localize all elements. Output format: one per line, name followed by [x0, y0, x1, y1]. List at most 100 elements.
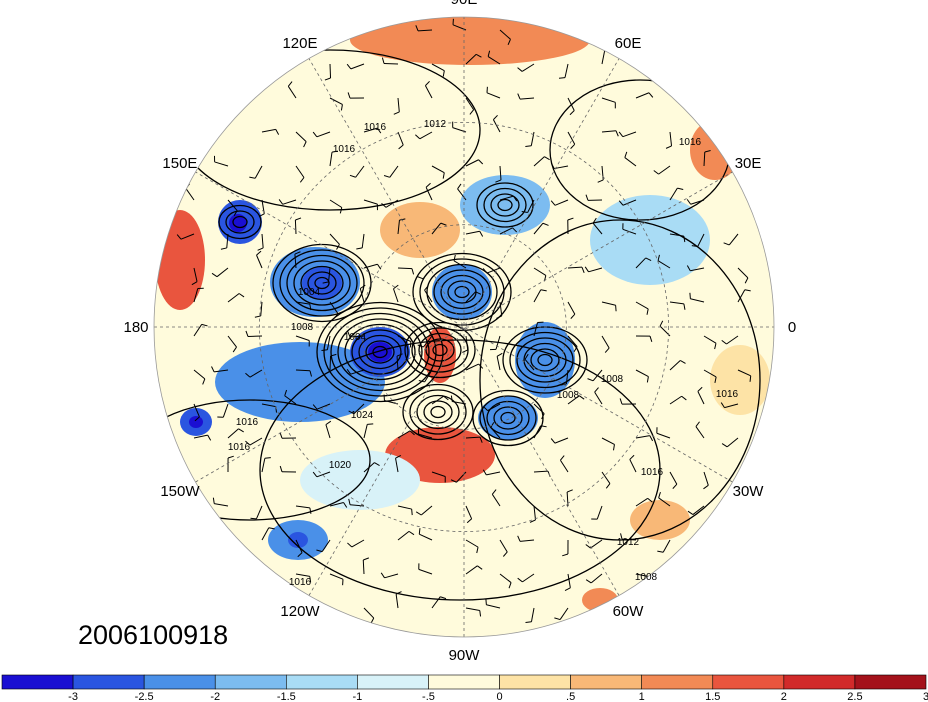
wind-barb-183: [656, 427, 671, 439]
wind-barb-8: [487, 50, 501, 65]
contour-broad-2: [259, 339, 661, 601]
wind-barb-244: [485, 598, 501, 609]
wind-barb-103: [254, 301, 263, 318]
wind-barb-59: [457, 183, 467, 201]
wind-barb-88: [322, 267, 331, 284]
anomaly-blob-14: [460, 175, 550, 235]
wind-barb-246: [554, 607, 569, 621]
contour-2-6: [279, 249, 365, 317]
wind-barb-171: [245, 437, 263, 446]
wind-barb-157: [348, 403, 365, 415]
colorbar-swatch-3: [214, 674, 287, 690]
wind-barb-236: [517, 573, 535, 583]
wind-barb-61: [521, 199, 535, 213]
contour-8-2: [425, 338, 455, 362]
contour-8-3: [418, 332, 462, 368]
wind-barb-111: [533, 289, 547, 303]
wind-barb-47: [597, 165, 604, 183]
wind-barb-173: [325, 420, 332, 439]
wind-barb-139: [329, 353, 337, 371]
contour-2-2: [307, 271, 337, 295]
contour-4-1: [500, 411, 516, 425]
wind-barb-234: [465, 565, 483, 575]
wind-barb-90: [397, 267, 415, 275]
contour-label-14: 1008: [635, 572, 658, 583]
wind-barb-159: [431, 395, 449, 405]
wind-barb-181: [601, 437, 615, 451]
wind-barb-97: [635, 257, 652, 269]
contour-0-3: [440, 274, 484, 310]
contour-1-2: [365, 340, 395, 364]
wind-barb-63: [585, 194, 603, 201]
wind-barb-169: [193, 434, 212, 441]
wind-barb-201: [212, 497, 229, 507]
contour-4-2: [493, 406, 523, 430]
contour-label-10: 1016: [228, 442, 251, 453]
wind-barb-62: [550, 199, 569, 206]
contour-1-5: [344, 323, 416, 381]
wind-barb-6: [431, 63, 445, 77]
contour-1-7: [330, 312, 430, 392]
wind-barb-100: [737, 267, 749, 284]
longitude-label-4: 30W: [733, 483, 765, 500]
colorbar-tick-0: -3: [68, 691, 78, 702]
wind-barb-220: [397, 530, 415, 541]
wind-barb-69: [257, 233, 264, 251]
colorbar: -3 -2.5 -2 -1.5 -1 -.5 0 .5 1 1.5 2 2.5 3: [1, 674, 928, 702]
wind-barb-10: [558, 63, 569, 79]
contour-0-1: [454, 285, 470, 299]
meridian-60: [308, 58, 620, 596]
wind-barb-175: [397, 430, 415, 439]
wind-barb-156: [312, 403, 331, 410]
wind-barb-207: [415, 505, 433, 516]
contour-5-3: [416, 394, 460, 430]
wind-barb-68: [220, 233, 229, 250]
anomaly-blob-10: [288, 532, 308, 548]
wind-barb-89: [363, 263, 382, 270]
wind-barb-15: [393, 97, 400, 115]
colorbar-tick-5: -.5: [422, 691, 435, 702]
contour-3-4: [516, 337, 574, 383]
wind-barb-73: [397, 218, 406, 235]
wind-barb-152: [193, 403, 200, 422]
colorbar-swatch-12: [854, 674, 927, 690]
wind-barb-83: [723, 233, 739, 246]
colorbar-tick-10: 2: [781, 691, 787, 702]
wind-barb-24: [295, 131, 307, 148]
wind-barb-56: [363, 199, 378, 211]
wind-barb-212: [591, 505, 603, 520]
longitude-label-0: 90E: [451, 0, 478, 8]
wind-barb-14: [347, 92, 365, 99]
contour-label-1: 1012: [424, 119, 447, 130]
wind-barb-151: [737, 369, 752, 382]
wind-barb-23: [261, 128, 280, 135]
contour-broad-0: [154, 399, 371, 521]
wind-barb-133: [703, 335, 717, 350]
wind-barb-43: [465, 159, 484, 167]
wind-barb-2: [499, 29, 511, 45]
contour-label-13: 1012: [617, 537, 640, 548]
wind-barb-66: [686, 199, 705, 205]
longitude-label-9: 180: [123, 319, 148, 336]
wind-barb-143: [465, 363, 484, 371]
wind-barb-168: [720, 402, 739, 409]
contour-label-8: 1008: [557, 390, 580, 401]
contour-2-1: [314, 276, 330, 290]
wind-barb-238: [585, 573, 603, 584]
contour-4-4: [479, 395, 537, 441]
longitude-label-6: 90W: [449, 647, 481, 664]
wind-barb-16: [424, 80, 433, 99]
wind-barb-55: [329, 199, 343, 214]
contour-label-6: 1024: [351, 410, 374, 421]
longitude-label-11: 120E: [282, 35, 317, 52]
wind-barb-82: [691, 233, 705, 248]
colorbar-tick-9: 1.5: [705, 691, 720, 702]
wind-barb-148: [635, 369, 649, 383]
lat-lon-grid: [154, 17, 774, 637]
wind-barb-226: [585, 539, 603, 549]
contour-3-2: [530, 348, 560, 372]
wind-barb-26: [363, 127, 382, 134]
wind-barb-37: [249, 165, 263, 179]
wind-barb-33: [601, 130, 619, 137]
wind-barb-176: [417, 428, 433, 439]
